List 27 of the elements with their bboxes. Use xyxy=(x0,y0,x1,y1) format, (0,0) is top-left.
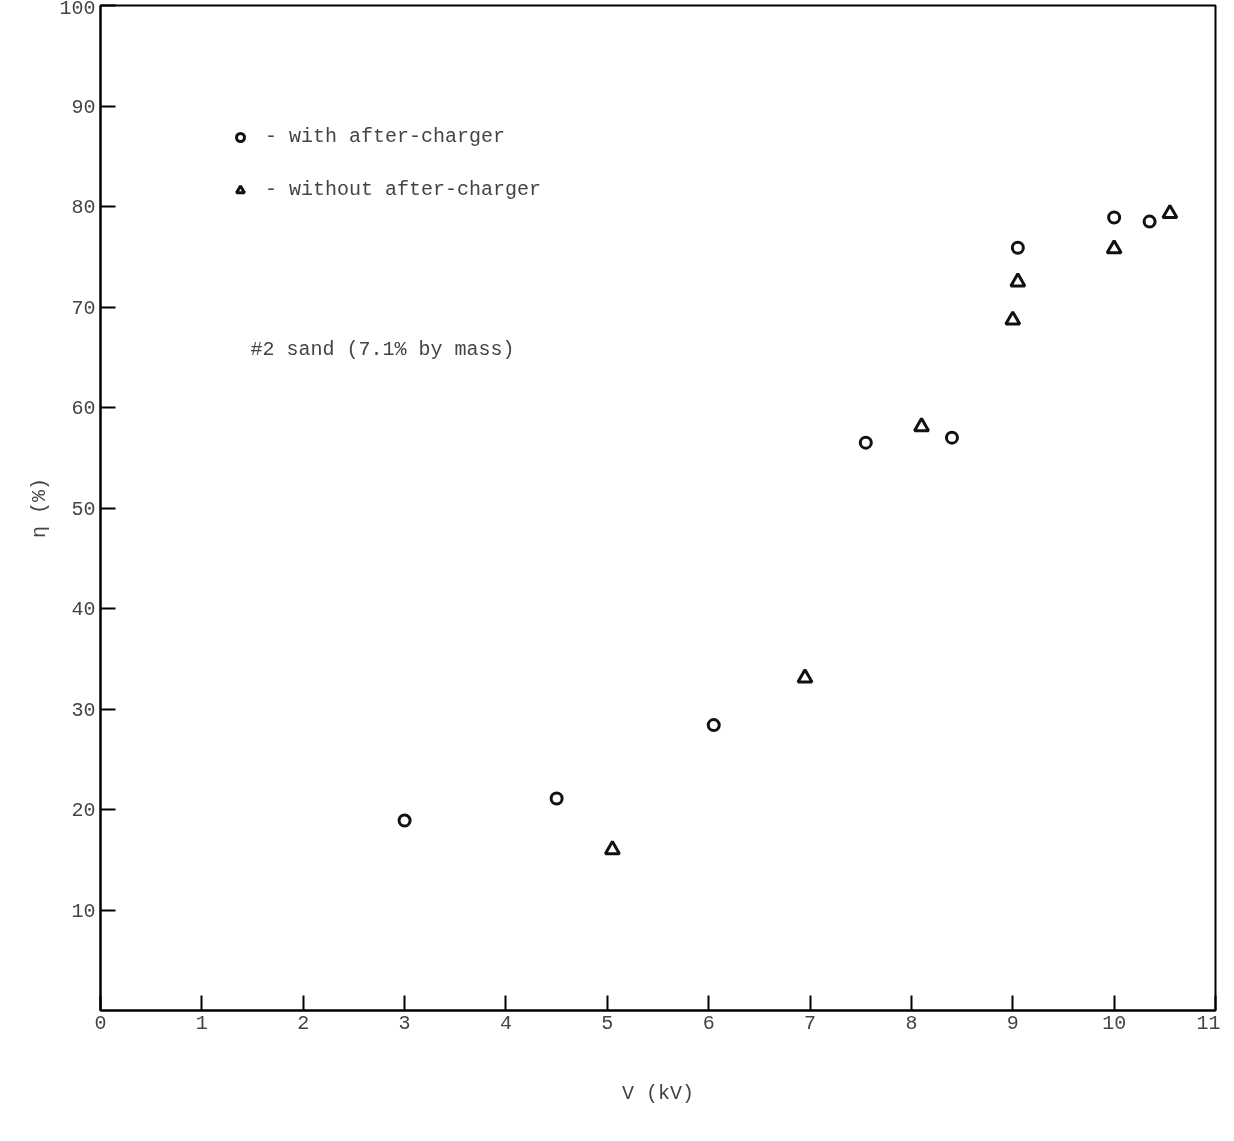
annotation: #2 sand (7.1% by mass) xyxy=(250,337,515,361)
x-tick-label: 1 xyxy=(195,1011,208,1035)
x-tick-label: 2 xyxy=(297,1011,310,1035)
y-tick-label: 60 xyxy=(71,397,96,420)
x-tick-label: 6 xyxy=(702,1011,715,1035)
y-tick-label: 70 xyxy=(71,296,96,320)
y-tick-label: 100 xyxy=(59,0,96,20)
x-tick-label: 4 xyxy=(499,1011,512,1035)
x-tick-label: 10 xyxy=(1102,1011,1127,1035)
x-tick-label: 7 xyxy=(804,1011,817,1035)
legend-label: - without after-charger xyxy=(265,178,542,201)
x-tick-label: 3 xyxy=(398,1011,411,1035)
y-tick-label: 20 xyxy=(71,799,96,822)
y-tick-label: 80 xyxy=(71,196,96,219)
x-tick-label: 9 xyxy=(1006,1011,1019,1035)
x-tick-label: 0 xyxy=(94,1011,107,1035)
y-tick-label: 50 xyxy=(71,497,96,521)
legend-label: - with after-charger xyxy=(265,125,506,148)
y-axis-title: η (%) xyxy=(28,477,52,538)
y-tick-label: 90 xyxy=(71,95,96,119)
x-tick-label: 11 xyxy=(1196,1011,1221,1035)
x-tick-label: 5 xyxy=(601,1011,614,1035)
x-axis-title: V (kV) xyxy=(621,1081,695,1105)
y-tick-label: 30 xyxy=(71,698,96,722)
x-tick-label: 8 xyxy=(905,1011,918,1035)
y-tick-label: 10 xyxy=(71,899,96,923)
y-tick-label: 40 xyxy=(71,598,96,621)
